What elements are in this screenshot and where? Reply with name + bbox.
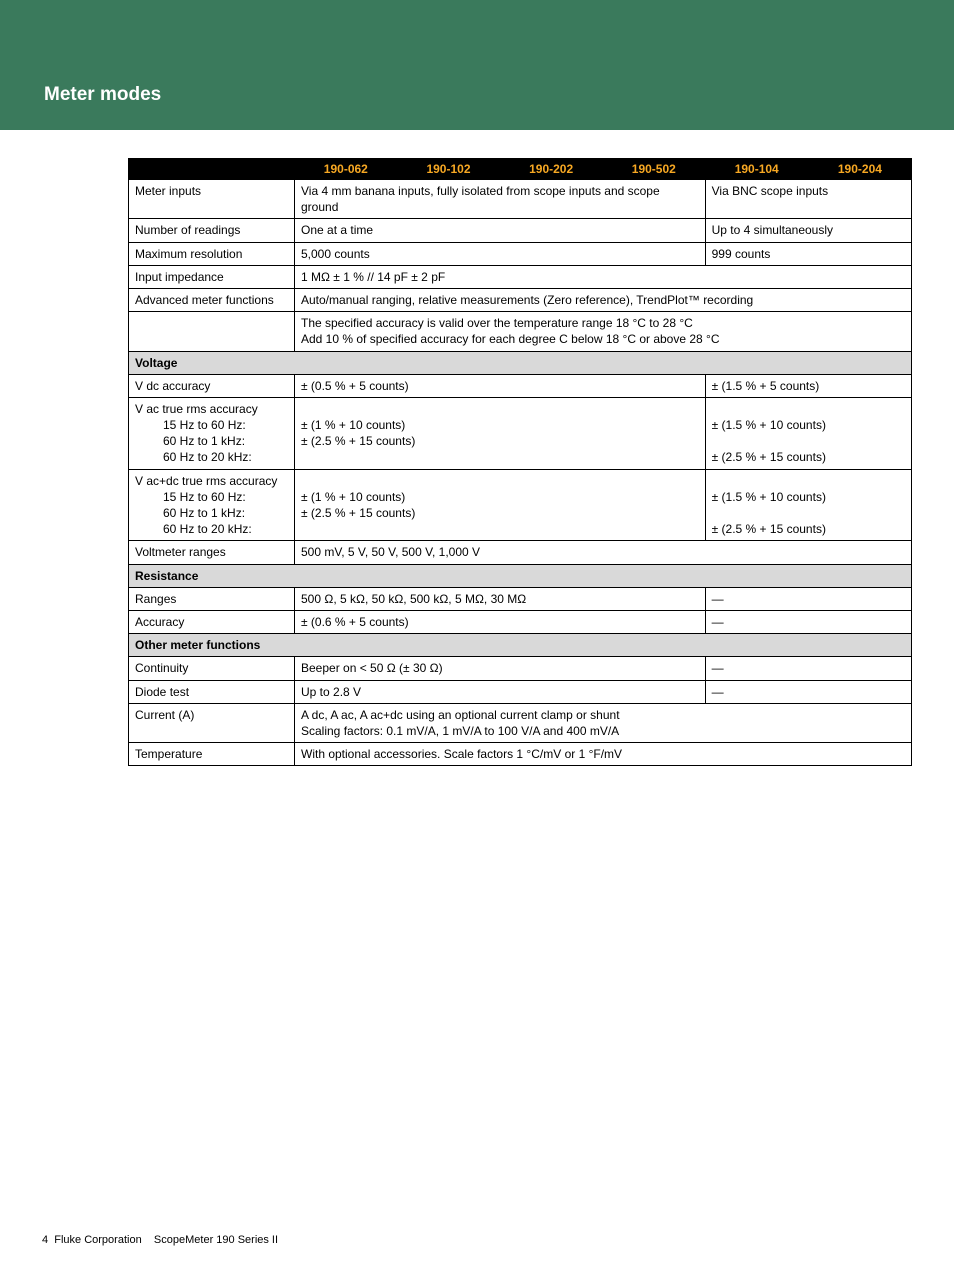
- header-band: Meter modes: [0, 0, 954, 130]
- row-max-res: Maximum resolution 5,000 counts 999 coun…: [129, 242, 912, 265]
- cell-value-a: One at a time: [295, 219, 706, 242]
- cell-label: V ac true rms accuracy 15 Hz to 60 Hz: 6…: [129, 397, 295, 469]
- vac-sub2: 60 Hz to 1 kHz:: [135, 433, 245, 449]
- row-accuracy-note: The specified accuracy is valid over the…: [129, 312, 912, 351]
- cell-value-a: Via 4 mm banana inputs, fully isolated f…: [295, 180, 706, 219]
- vac-sub3: 60 Hz to 20 kHz:: [135, 449, 252, 465]
- vac-main: V ac true rms accuracy: [135, 402, 258, 416]
- cell-label: Current (A): [129, 703, 295, 742]
- cell-label: Ranges: [129, 587, 295, 610]
- row-vacdc: V ac+dc true rms accuracy 15 Hz to 60 Hz…: [129, 469, 912, 541]
- row-continuity: Continuity Beeper on < 50 Ω (± 30 Ω) —: [129, 657, 912, 680]
- header-row: 190-062 190-102 190-202 190-502 190-104 …: [129, 159, 912, 180]
- row-adv-meter: Advanced meter functions Auto/manual ran…: [129, 288, 912, 311]
- cell-value-a: A dc, A ac, A ac+dc using an optional cu…: [295, 703, 912, 742]
- cell-label: Meter inputs: [129, 180, 295, 219]
- specs-table: 190-062 190-102 190-202 190-502 190-104 …: [128, 158, 912, 766]
- cell-value-b: Up to 4 simultaneously: [705, 219, 911, 242]
- cell-value-a: Up to 2.8 V: [295, 680, 706, 703]
- cell-label: [129, 312, 295, 351]
- vacdc-sub1: 15 Hz to 60 Hz:: [135, 489, 246, 505]
- vacdc-b3: ± (2.5 % + 15 counts): [712, 522, 826, 536]
- cell-value-a: The specified accuracy is valid over the…: [295, 312, 912, 351]
- vacdc-a2: ± (2.5 % + 15 counts): [301, 506, 415, 520]
- cell-value-b: —: [705, 610, 911, 633]
- row-ranges: Ranges 500 Ω, 5 kΩ, 50 kΩ, 500 kΩ, 5 MΩ,…: [129, 587, 912, 610]
- cell-value-b: Via BNC scope inputs: [705, 180, 911, 219]
- th-model-2: 190-102: [397, 159, 500, 180]
- cell-label: Accuracy: [129, 610, 295, 633]
- footer: 4 Fluke Corporation ScopeMeter 190 Serie…: [42, 1234, 278, 1246]
- cell-label: Advanced meter functions: [129, 288, 295, 311]
- row-current: Current (A) A dc, A ac, A ac+dc using an…: [129, 703, 912, 742]
- footer-product: ScopeMeter 190 Series II: [154, 1234, 278, 1246]
- cell-label: Maximum resolution: [129, 242, 295, 265]
- cell-value-a: 500 Ω, 5 kΩ, 50 kΩ, 500 kΩ, 5 MΩ, 30 MΩ: [295, 587, 706, 610]
- content-area: 190-062 190-102 190-202 190-502 190-104 …: [0, 158, 954, 766]
- cell-label: V ac+dc true rms accuracy 15 Hz to 60 Hz…: [129, 469, 295, 541]
- cell-label: Voltmeter ranges: [129, 541, 295, 564]
- cell-value-b: —: [705, 680, 911, 703]
- cell-value-a: ± (1 % + 10 counts) ± (2.5 % + 15 counts…: [295, 397, 706, 469]
- cell-value-a: Beeper on < 50 Ω (± 30 Ω): [295, 657, 706, 680]
- section-other: Other meter functions: [129, 634, 912, 657]
- row-vdc: V dc accuracy ± (0.5 % + 5 counts) ± (1.…: [129, 374, 912, 397]
- footer-company: Fluke Corporation: [54, 1234, 141, 1246]
- cell-value-b: —: [705, 587, 911, 610]
- th-model-6: 190-204: [808, 159, 911, 180]
- cell-value-b: —: [705, 657, 911, 680]
- cell-value-b: ± (1.5 % + 5 counts): [705, 374, 911, 397]
- cell-label: Continuity: [129, 657, 295, 680]
- cell-label: Temperature: [129, 743, 295, 766]
- row-input-imp: Input impedance 1 MΩ ± 1 % // 14 pF ± 2 …: [129, 265, 912, 288]
- cell-value-b: ± (1.5 % + 10 counts) ± (2.5 % + 15 coun…: [705, 469, 911, 541]
- vacdc-sub3: 60 Hz to 20 kHz:: [135, 521, 252, 537]
- cell-label: V dc accuracy: [129, 374, 295, 397]
- th-model-1: 190-062: [295, 159, 398, 180]
- footer-page: 4: [42, 1234, 48, 1246]
- cell-value-b: 999 counts: [705, 242, 911, 265]
- cell-value-b: ± (1.5 % + 10 counts) ± (2.5 % + 15 coun…: [705, 397, 911, 469]
- vacdc-main: V ac+dc true rms accuracy: [135, 474, 277, 488]
- cell-value-a: 1 MΩ ± 1 % // 14 pF ± 2 pF: [295, 265, 912, 288]
- row-resistance-section: Resistance: [129, 564, 912, 587]
- vac-b3: ± (2.5 % + 15 counts): [712, 450, 826, 464]
- vac-b1: ± (1.5 % + 10 counts): [712, 418, 826, 432]
- row-accuracy: Accuracy ± (0.6 % + 5 counts) —: [129, 610, 912, 633]
- th-model-4: 190-502: [602, 159, 705, 180]
- vacdc-a1: ± (1 % + 10 counts): [301, 490, 405, 504]
- th-model-3: 190-202: [500, 159, 603, 180]
- row-voltmeter-ranges: Voltmeter ranges 500 mV, 5 V, 50 V, 500 …: [129, 541, 912, 564]
- cell-value-a: Auto/manual ranging, relative measuremen…: [295, 288, 912, 311]
- th-blank: [129, 159, 295, 180]
- vacdc-b1: ± (1.5 % + 10 counts): [712, 490, 826, 504]
- row-voltage-section: Voltage: [129, 351, 912, 374]
- row-temperature: Temperature With optional accessories. S…: [129, 743, 912, 766]
- vac-sub1: 15 Hz to 60 Hz:: [135, 417, 246, 433]
- row-meter-inputs: Meter inputs Via 4 mm banana inputs, ful…: [129, 180, 912, 219]
- cell-value-a: ± (1 % + 10 counts) ± (2.5 % + 15 counts…: [295, 469, 706, 541]
- cell-label: Input impedance: [129, 265, 295, 288]
- cell-label: Diode test: [129, 680, 295, 703]
- section-voltage: Voltage: [129, 351, 912, 374]
- cell-value-a: 500 mV, 5 V, 50 V, 500 V, 1,000 V: [295, 541, 912, 564]
- cell-value-a: ± (0.5 % + 5 counts): [295, 374, 706, 397]
- section-resistance: Resistance: [129, 564, 912, 587]
- vac-a2: ± (2.5 % + 15 counts): [301, 434, 415, 448]
- row-other-section: Other meter functions: [129, 634, 912, 657]
- cell-label: Number of readings: [129, 219, 295, 242]
- row-vac: V ac true rms accuracy 15 Hz to 60 Hz: 6…: [129, 397, 912, 469]
- vac-a1: ± (1 % + 10 counts): [301, 418, 405, 432]
- page-title: Meter modes: [44, 84, 161, 106]
- row-diode: Diode test Up to 2.8 V —: [129, 680, 912, 703]
- vacdc-sub2: 60 Hz to 1 kHz:: [135, 505, 245, 521]
- cell-value-a: With optional accessories. Scale factors…: [295, 743, 912, 766]
- cell-value-a: 5,000 counts: [295, 242, 706, 265]
- row-num-readings: Number of readings One at a time Up to 4…: [129, 219, 912, 242]
- cell-value-a: ± (0.6 % + 5 counts): [295, 610, 706, 633]
- th-model-5: 190-104: [705, 159, 808, 180]
